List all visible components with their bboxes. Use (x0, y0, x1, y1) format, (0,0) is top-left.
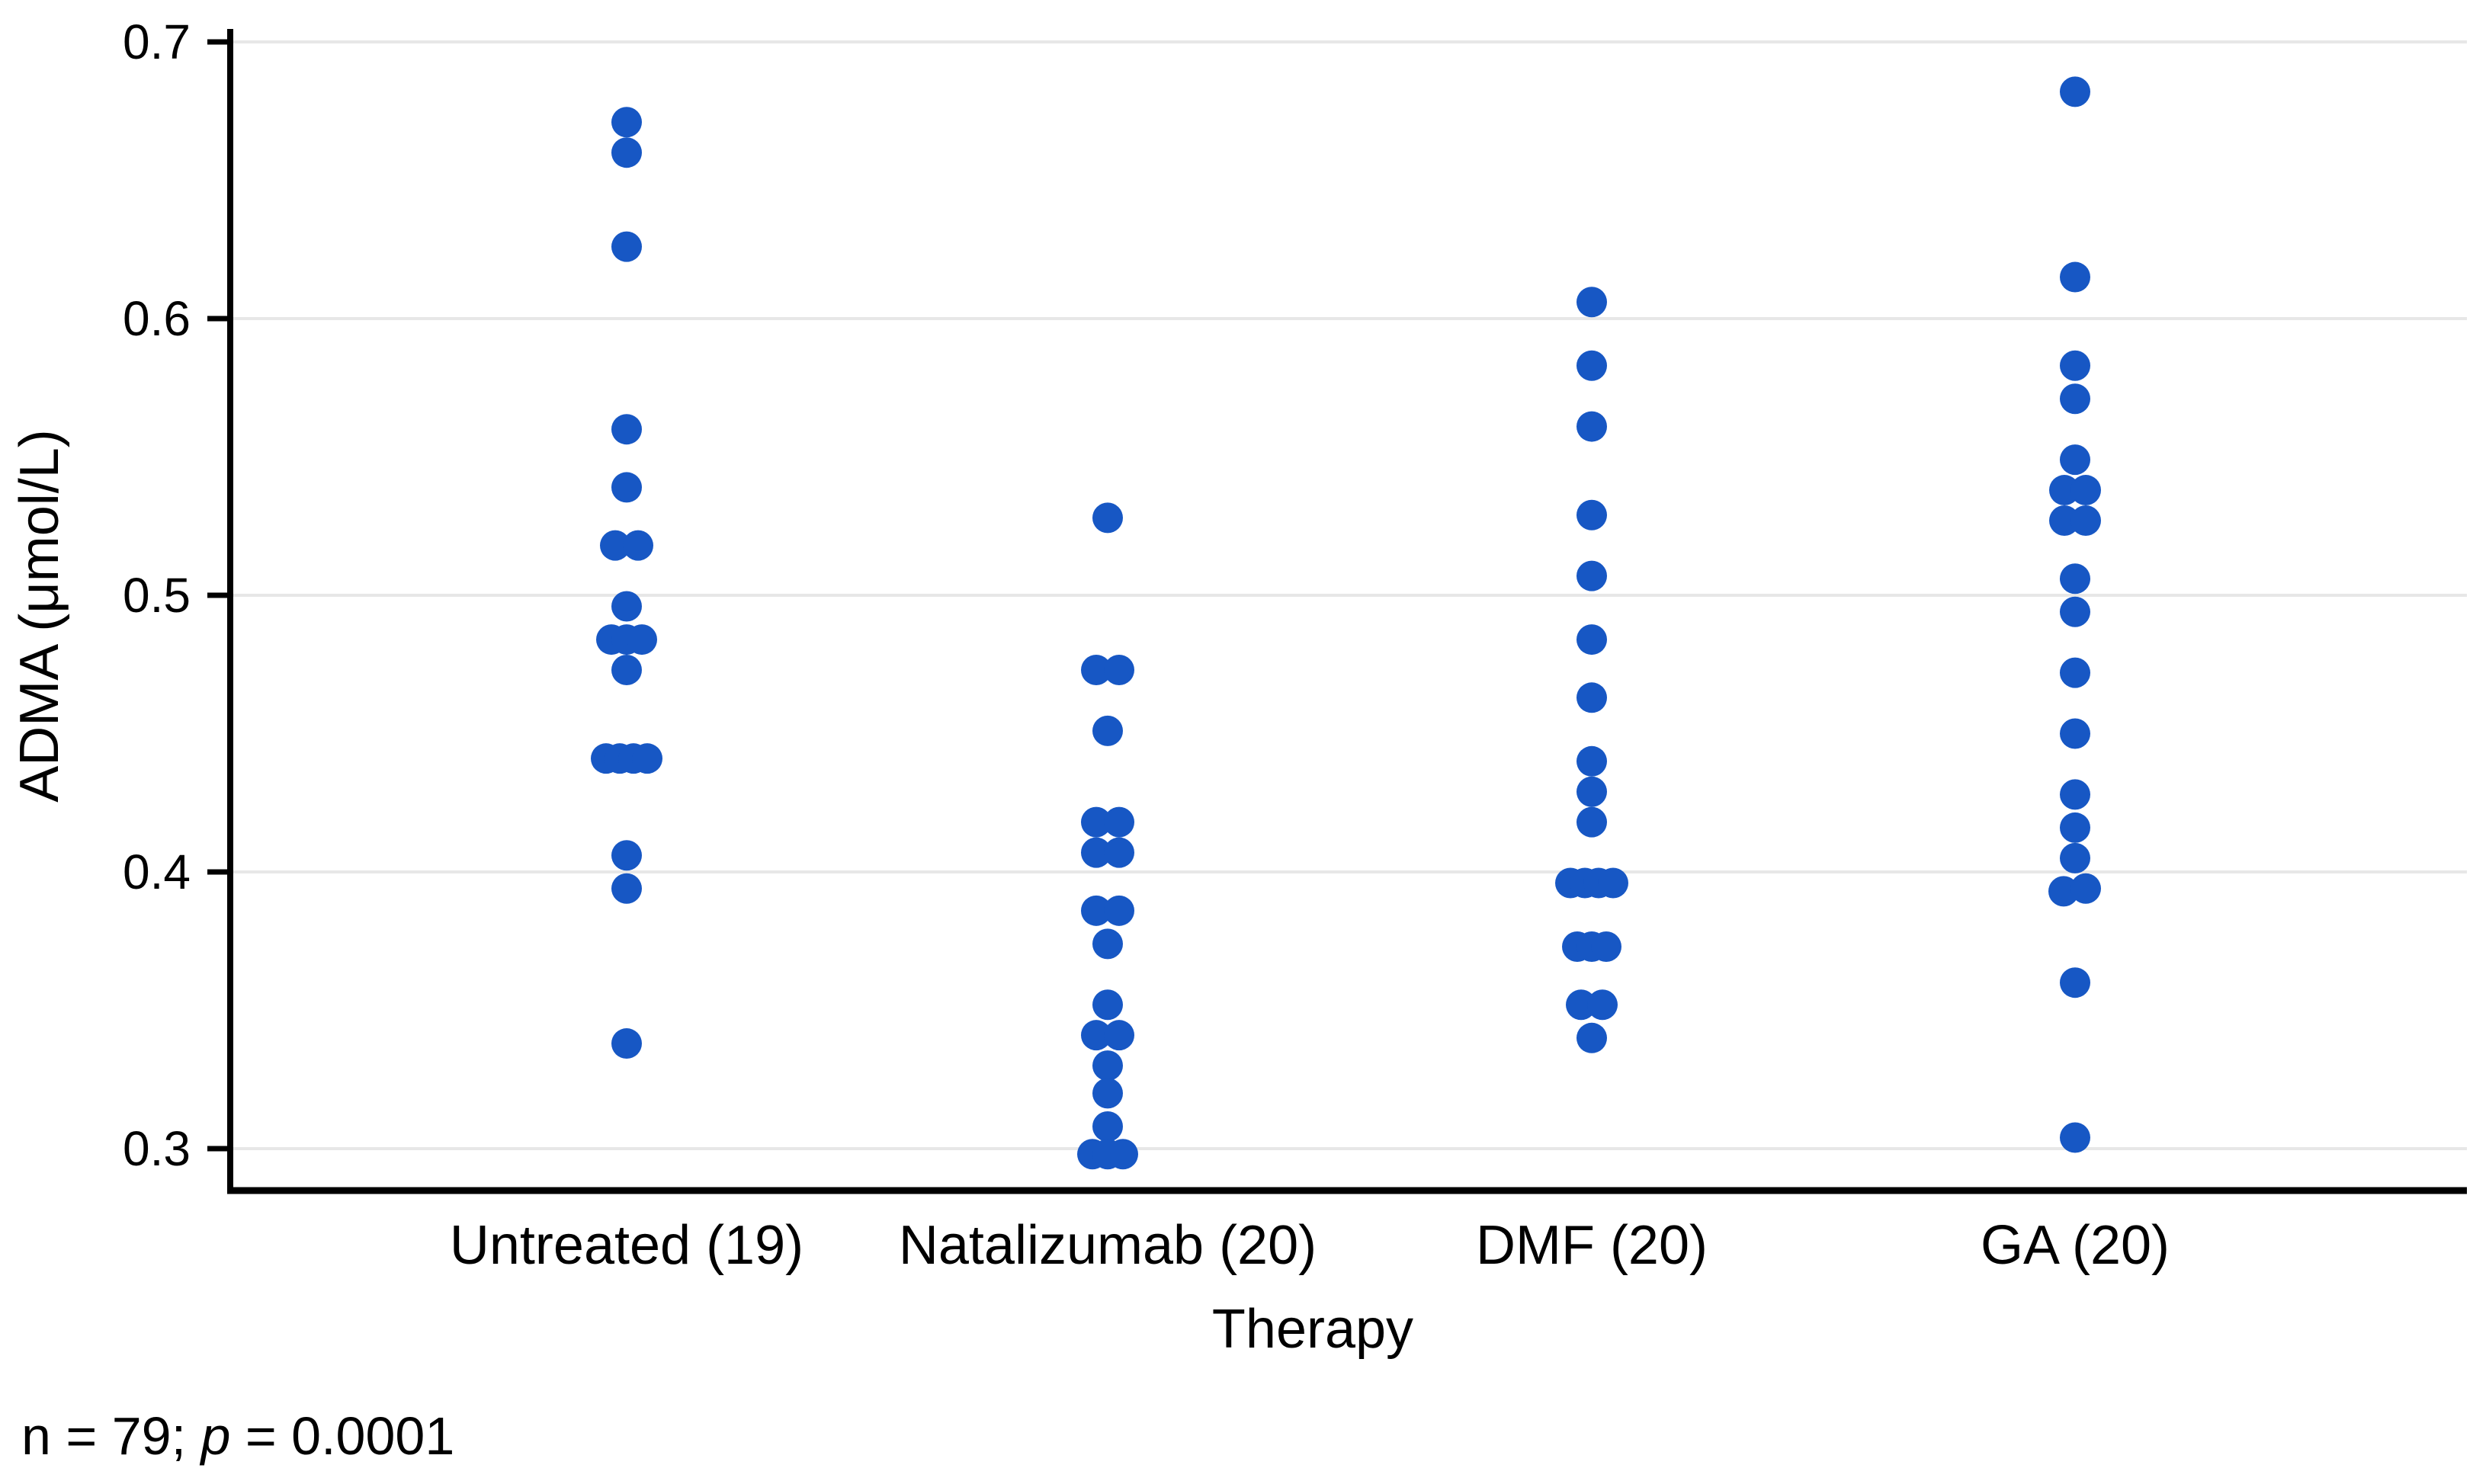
data-point (627, 624, 657, 655)
data-point (2060, 596, 2090, 627)
data-point (2060, 779, 2090, 810)
data-point (1104, 895, 1134, 926)
data-point (2070, 505, 2101, 536)
x-category-label: Untreated (19) (450, 1215, 803, 1276)
data-point (1081, 806, 1111, 838)
data-point (611, 472, 642, 503)
data-point (600, 530, 630, 561)
y-tick-label: 0.4 (123, 845, 191, 899)
data-point (611, 1028, 642, 1059)
data-point (2060, 76, 2090, 107)
y-tick-label: 0.6 (123, 291, 191, 346)
data-point (1576, 624, 1607, 655)
data-point (611, 137, 642, 168)
data-point (1081, 1020, 1111, 1051)
data-point (2048, 876, 2079, 907)
data-point (2060, 657, 2090, 688)
data-point (1092, 1078, 1123, 1109)
footnote-tail: = 0.0001 (230, 1406, 454, 1466)
data-point (1092, 502, 1123, 534)
data-point (2070, 475, 2101, 506)
data-point (2060, 842, 2090, 873)
data-point (2060, 967, 2090, 998)
data-point (1576, 411, 1607, 442)
footnote-lead: n = 79; (21, 1406, 200, 1466)
y-tick-label: 0.7 (123, 14, 191, 69)
axes (207, 29, 2467, 1194)
data-point (632, 743, 662, 774)
data-point (611, 591, 642, 622)
y-axis-ticks (207, 39, 230, 1152)
x-category-label: GA (20) (1981, 1215, 2170, 1276)
data-point (2060, 718, 2090, 749)
data-point (2060, 350, 2090, 381)
data-point (2049, 475, 2080, 506)
data-point (1576, 682, 1607, 713)
data-point (1591, 931, 1621, 963)
data-point (611, 107, 642, 138)
data-point (1576, 745, 1607, 777)
data-point (1576, 806, 1607, 838)
data-point (611, 873, 642, 904)
footnote-p-italic: p (199, 1406, 230, 1466)
data-point (1092, 989, 1123, 1021)
data-point (1576, 776, 1607, 807)
data-point (2060, 444, 2090, 476)
x-axis-title: Therapy (1212, 1299, 1413, 1360)
data-point (1092, 715, 1123, 746)
data-point (1104, 837, 1134, 868)
data-point (1081, 837, 1111, 868)
y-tick-label: 0.5 (123, 568, 191, 623)
data-point (623, 530, 653, 561)
data-point (1598, 867, 1628, 899)
data-point (1092, 928, 1123, 960)
data-point (611, 655, 642, 686)
data-point (1092, 1050, 1123, 1082)
x-category-labels: Untreated (19) Natalizumab (20) DMF (20) GA… (450, 1215, 2170, 1276)
x-category-label: Natalizumab (20) (899, 1215, 1317, 1276)
gridlines (230, 40, 2467, 1150)
y-tick-label: 0.3 (123, 1121, 191, 1176)
data-point (2060, 563, 2090, 595)
data-point (1587, 989, 1618, 1021)
data-point (1104, 655, 1134, 686)
data-point (2060, 1122, 2090, 1153)
data-point (1104, 806, 1134, 838)
data-point (1576, 1022, 1607, 1053)
footnote: n = 79; p = 0.0001 (21, 1406, 454, 1466)
data-point (1081, 655, 1111, 686)
data-point (1081, 895, 1111, 926)
data-point (1576, 499, 1607, 530)
data-points (591, 76, 2101, 1170)
data-point (2060, 383, 2090, 415)
data-point (1092, 1111, 1123, 1142)
data-point (2060, 261, 2090, 293)
data-point (2049, 505, 2080, 536)
data-point (611, 840, 642, 871)
data-point (611, 231, 642, 262)
data-point (2070, 873, 2101, 904)
data-point (1576, 350, 1607, 381)
data-point (1108, 1139, 1138, 1170)
x-category-label: DMF (20) (1476, 1215, 1708, 1276)
data-point (1576, 560, 1607, 591)
data-point (2060, 812, 2090, 843)
data-point (1104, 1020, 1134, 1051)
data-point (611, 414, 642, 445)
y-tick-labels: 0.7 0.6 0.5 0.4 0.3 (123, 14, 191, 1176)
y-axis-title: ADMA (μmol/L) (9, 429, 70, 803)
data-point (1566, 989, 1596, 1021)
data-point (1576, 287, 1607, 318)
